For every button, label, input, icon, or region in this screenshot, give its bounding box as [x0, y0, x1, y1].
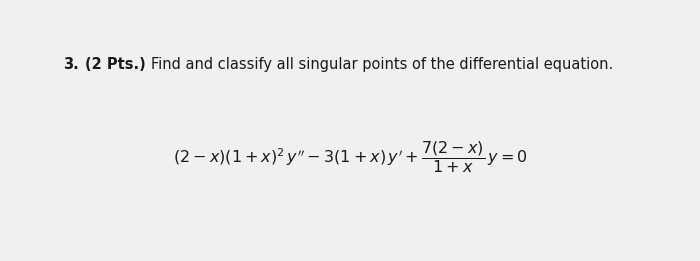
- Text: 3.: 3.: [63, 57, 78, 72]
- Text: Find and classify all singular points of the differential equation.: Find and classify all singular points of…: [151, 57, 613, 72]
- Text: (2 Pts.): (2 Pts.): [85, 57, 146, 72]
- Text: $(2-x)(1+x)^{2}\,y^{\prime\prime} - 3(1+x)\,y^{\prime} + \dfrac{7(2-x)}{1+x}\,y : $(2-x)(1+x)^{2}\,y^{\prime\prime} - 3(1+…: [172, 139, 528, 175]
